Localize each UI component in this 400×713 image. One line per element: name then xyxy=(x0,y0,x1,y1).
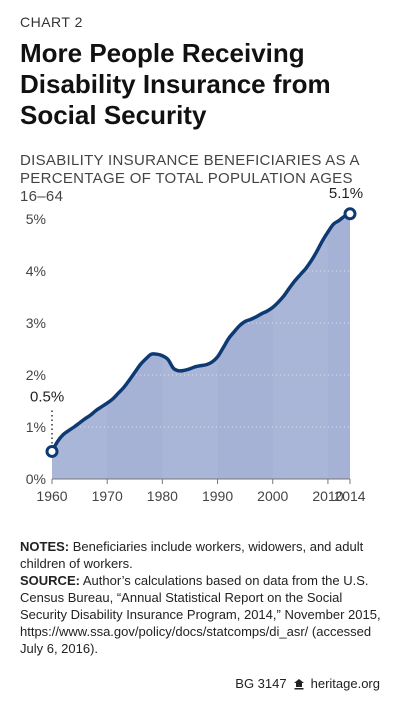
y-tick-label: 5% xyxy=(26,211,46,227)
area-chart: 0% 1% 2% 3% 4% 5% 1960 1970 1980 1990 2000 2010201… xyxy=(26,185,366,504)
decade-stripe xyxy=(107,213,163,479)
gridlines xyxy=(52,218,350,480)
x-tick-label: 1960 xyxy=(36,488,67,504)
x-tick-label: 1970 xyxy=(92,488,123,504)
end-point-marker xyxy=(343,207,357,221)
area-fill xyxy=(52,213,350,480)
annotations: 0.5% 5.1% xyxy=(30,185,363,458)
chart-number-label: CHART 2 xyxy=(20,14,83,30)
source-label: SOURCE: xyxy=(20,573,80,588)
decade-stripe xyxy=(327,213,350,479)
x-tick-label: 2010 xyxy=(312,488,343,504)
end-value-label: 5.1% xyxy=(329,185,363,202)
footer: BG 3147 heritage.org xyxy=(235,676,380,691)
x-tick-label: 2014 xyxy=(334,488,365,504)
start-point-marker xyxy=(45,444,59,458)
y-tick-label: 4% xyxy=(26,263,46,279)
lamp-icon xyxy=(293,678,304,689)
y-tick-label: 3% xyxy=(26,315,46,331)
series-line xyxy=(50,212,351,453)
heritage-site: heritage.org xyxy=(310,676,380,691)
x-tick-label: 1980 xyxy=(147,488,178,504)
report-code: BG 3147 xyxy=(235,676,287,691)
notes-text: Beneficiaries include workers, widowers,… xyxy=(20,539,364,571)
x-tick-label: 1990 xyxy=(202,488,233,504)
y-axis-ticks: 0% 1% 2% 3% 4% 5% xyxy=(26,211,46,487)
source-text: Author’s calculations based on data from… xyxy=(20,573,381,656)
x-tick-label: 2000 xyxy=(257,488,288,504)
notes-block: NOTES: Beneficiaries include workers, wi… xyxy=(20,538,385,657)
decade-stripe xyxy=(217,213,273,479)
y-tick-label: 0% xyxy=(26,471,46,487)
y-tick-label: 1% xyxy=(26,419,46,435)
notes-label: NOTES: xyxy=(20,539,70,554)
start-value-label: 0.5% xyxy=(30,388,64,405)
y-tick-label: 2% xyxy=(26,367,46,383)
chart-title: More People Receiving Disability Insuran… xyxy=(20,38,331,130)
chart-subtitle: DISABILITY INSURANCE BENEFICIARIES AS A … xyxy=(20,152,360,205)
